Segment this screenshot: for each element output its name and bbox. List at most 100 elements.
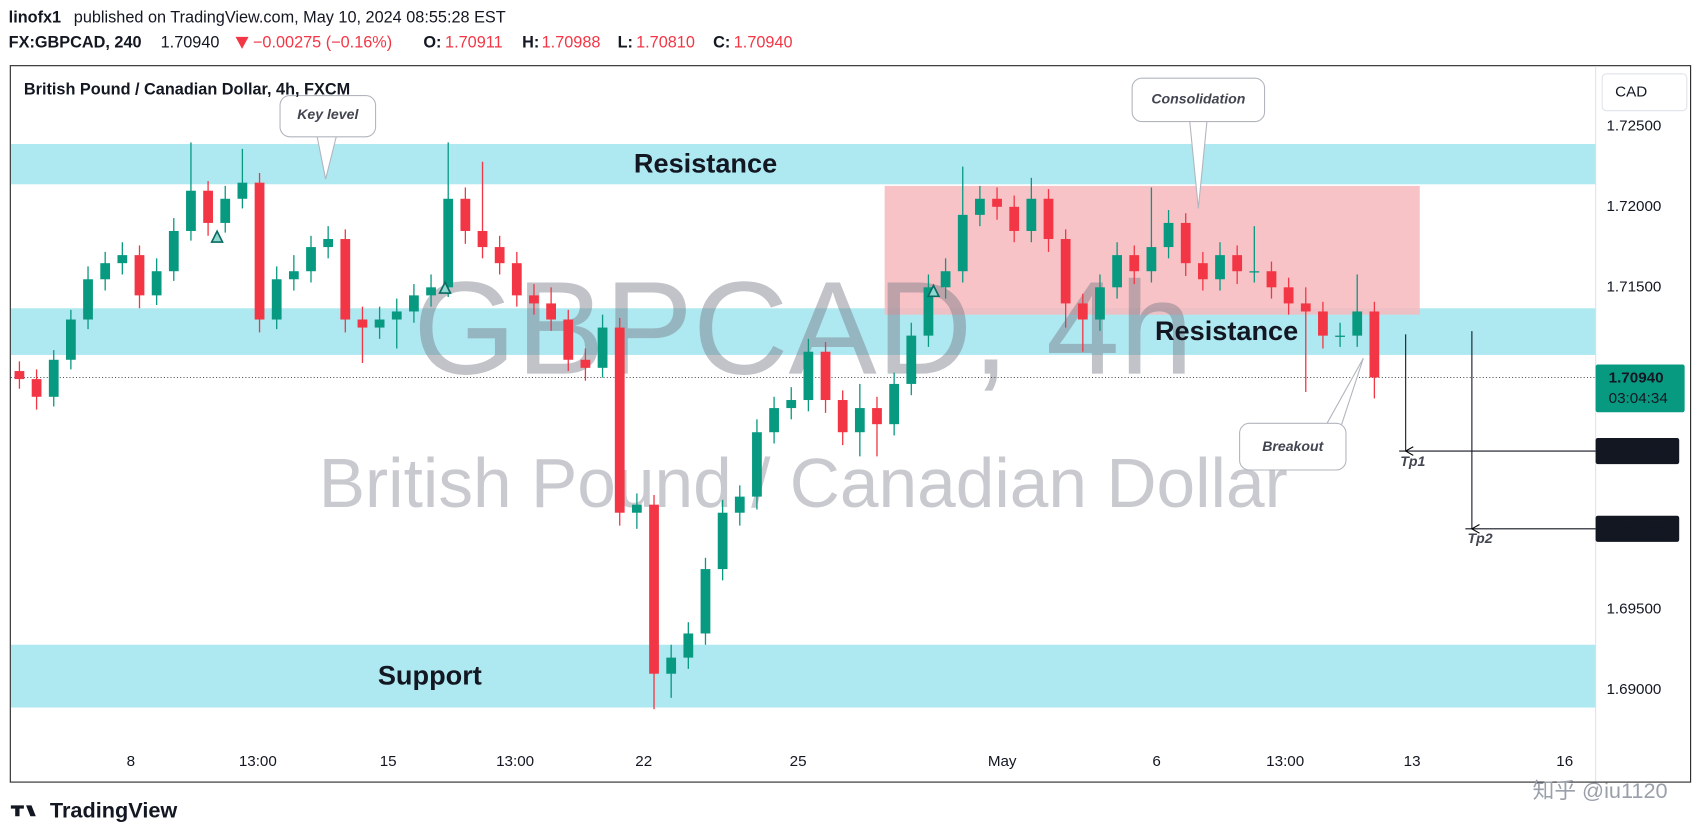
candle-body	[820, 351, 831, 401]
candle-body	[237, 182, 248, 199]
candle-body	[391, 311, 402, 320]
candle-body	[494, 247, 505, 264]
candle-body	[271, 279, 282, 320]
candle-body	[837, 400, 848, 433]
candle-body	[306, 247, 316, 272]
zone-label: Resistance	[634, 147, 777, 178]
candle-body	[340, 239, 351, 320]
change: −0.00275 (−0.16%)	[253, 34, 392, 52]
currency-box	[1601, 73, 1688, 112]
y-tick-label: 1.72500	[1606, 117, 1661, 134]
candle-body	[1129, 255, 1140, 272]
candle-body	[803, 351, 814, 401]
candle-body	[477, 230, 488, 248]
candle-body	[1043, 198, 1054, 240]
candle-body	[614, 327, 625, 513]
candle-body	[1369, 311, 1380, 378]
countdown: 03:04:34	[1609, 390, 1668, 407]
breakout-box	[1239, 422, 1347, 471]
x-tick-label: May	[988, 753, 1017, 770]
candle-body	[1335, 335, 1345, 337]
key-level: Key level	[297, 106, 359, 122]
candle-body	[1112, 255, 1122, 288]
signal-marker	[438, 280, 452, 294]
candle-body	[717, 512, 728, 570]
ohlc-label: L:	[618, 34, 633, 52]
candle-body	[700, 569, 711, 634]
ohlc-value: 1.70988	[542, 34, 601, 52]
zone	[10, 144, 1596, 185]
candle-body	[940, 271, 951, 288]
target-tag	[1595, 515, 1680, 542]
candle-body	[460, 198, 471, 231]
candle-body	[1283, 287, 1294, 304]
candle-body	[683, 633, 694, 658]
candle-body	[529, 295, 539, 304]
candle-body	[1095, 287, 1105, 320]
ohlc-label: C:	[713, 34, 730, 52]
candle-body	[1300, 303, 1311, 312]
x-tick-label: 13	[1404, 753, 1421, 770]
candle-body	[151, 271, 162, 296]
y-tick-label: 1.69500	[1606, 600, 1661, 617]
price-tag	[1595, 364, 1685, 413]
breakout-pointer	[1325, 357, 1364, 425]
ohlc-value: 1.70940	[734, 34, 793, 52]
target-price: 1.70000	[1609, 521, 1664, 538]
plot: GBPCAD, 4h British Pound / Canadian Dolla…	[10, 142, 1596, 710]
candle-body	[1180, 222, 1191, 264]
candle-body	[975, 198, 985, 215]
candle-body	[83, 279, 93, 320]
candle-body	[409, 295, 419, 312]
candle-body	[1197, 263, 1208, 280]
candle-body	[597, 327, 608, 368]
x-tick-label: 16	[1556, 753, 1573, 770]
candle-body	[752, 432, 762, 497]
key-level-box	[279, 94, 377, 138]
candle-body	[666, 657, 677, 674]
x-tick-label: 25	[790, 753, 807, 770]
candle-body	[1318, 311, 1328, 336]
candle-body	[1352, 311, 1363, 336]
candle-body	[203, 190, 213, 223]
symbol: FX:GBPCAD, 240	[9, 34, 142, 52]
candle-body	[872, 408, 882, 425]
x-tick-label: 13:00	[1266, 753, 1304, 770]
candle-body	[1266, 271, 1277, 288]
candle-body	[511, 263, 522, 296]
target-name: Tp1	[1400, 453, 1425, 469]
zone	[10, 644, 1596, 708]
candle-body	[1146, 247, 1157, 272]
price-tag-value: 1.70940	[1609, 370, 1664, 387]
candle-body	[374, 319, 385, 328]
x-tick-label: 8	[127, 753, 135, 770]
candle-body	[31, 379, 42, 397]
published: published on TradingView.com, May 10, 20…	[74, 9, 506, 27]
candle-body	[786, 400, 797, 409]
candle-body	[992, 198, 1002, 207]
candle-body	[254, 182, 265, 320]
target-tag	[1595, 438, 1680, 465]
down-icon	[235, 36, 249, 49]
x-tick-label: 13:00	[496, 753, 534, 770]
x-tick-label: 22	[635, 753, 652, 770]
candle-body	[65, 319, 76, 360]
candle-body	[1009, 206, 1020, 231]
x-tick-label: 13:00	[239, 753, 277, 770]
zone-label: Resistance	[1155, 315, 1298, 346]
candle-body	[1060, 239, 1071, 304]
name-watermark: British Pound / Canadian Dollar	[319, 444, 1288, 522]
brand: TradingView	[50, 798, 177, 823]
candle-body	[734, 496, 745, 513]
consolidation-pointer	[1189, 120, 1208, 209]
candle-body	[357, 319, 368, 328]
candle-body	[186, 190, 196, 231]
candle-body	[1232, 255, 1243, 272]
consolidation-box	[1131, 77, 1266, 123]
ohlc-label: H:	[522, 34, 539, 52]
candle-body	[220, 198, 231, 223]
author: linofx1	[9, 9, 61, 27]
source-watermark: 知乎 @iu1120	[1533, 778, 1668, 803]
